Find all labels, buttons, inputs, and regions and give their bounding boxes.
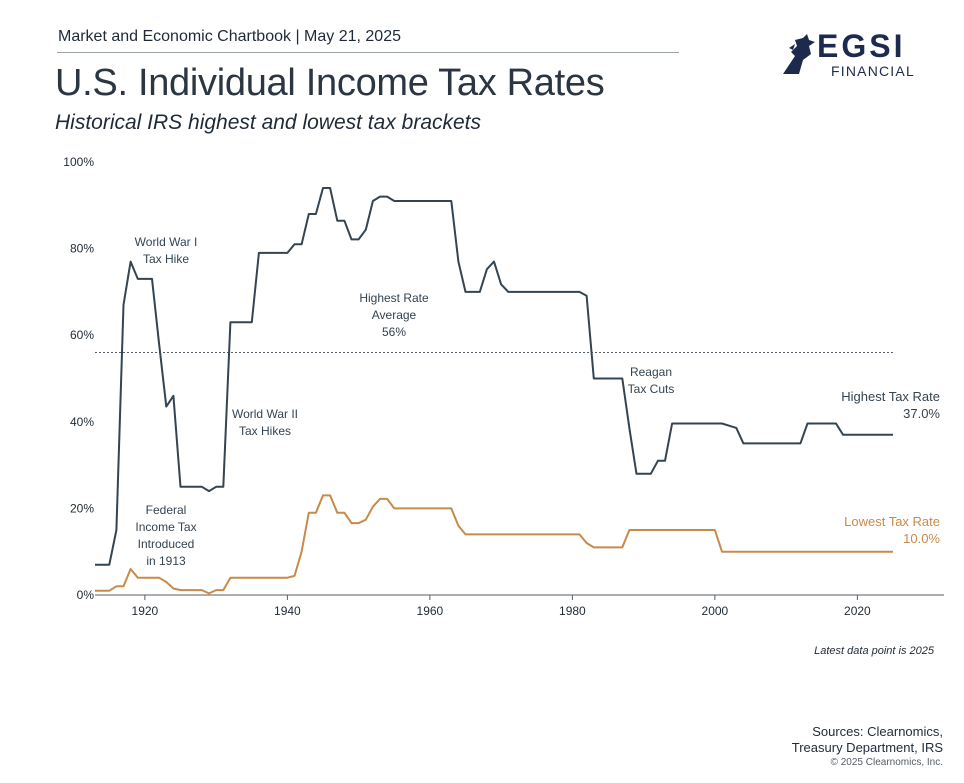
annotation-ww1: Tax Hike [143, 252, 189, 266]
sources-line-1: Sources: Clearnomics, [812, 724, 943, 739]
page-title: U.S. Individual Income Tax Rates [55, 62, 605, 104]
page-subtitle: Historical IRS highest and lowest tax br… [55, 111, 482, 134]
annotation-federal-income-tax: Introduced [138, 537, 195, 551]
annotation-ww1: World War I [135, 235, 198, 249]
sources-line-2: Treasury Department, IRS [791, 740, 943, 755]
annotation-ww2: Tax Hikes [239, 424, 291, 438]
annotation-federal-income-tax: in 1913 [146, 554, 186, 568]
annotation-reagan: Tax Cuts [628, 382, 675, 396]
y-axis-ticks: 0% 20% 40% 60% 80% 100% [63, 155, 94, 602]
annotation-reagan: Reagan [630, 365, 672, 379]
lowest-rate-label: 10.0% [903, 531, 940, 546]
highest-rate-label: Highest Tax Rate [841, 389, 940, 404]
logo-name: EGSI [817, 28, 906, 64]
annotation-average: 56% [382, 325, 406, 339]
annotation-federal-income-tax: Federal [146, 503, 187, 517]
annotation-ww2: World War II [232, 407, 298, 421]
annotation-federal-income-tax: Income Tax [135, 520, 196, 534]
x-tick-label: 1980 [559, 604, 586, 618]
y-tick-label: 20% [70, 501, 94, 515]
logo-subtitle: FINANCIAL [831, 63, 915, 79]
lowest-rate-label: Lowest Tax Rate [844, 514, 940, 529]
x-axis-ticks: 1920 1940 1960 1980 2000 2020 [132, 595, 871, 618]
y-tick-label: 60% [70, 328, 94, 342]
egsi-logo: EGSI FINANCIAL [781, 28, 933, 79]
highest-rate-line [95, 187, 893, 566]
chart-annotations: World War I Tax Hike World War II Tax Hikes… [135, 235, 941, 568]
x-tick-label: 1940 [274, 604, 301, 618]
x-tick-label: 2000 [702, 604, 729, 618]
y-tick-label: 0% [77, 588, 95, 602]
y-tick-label: 100% [63, 155, 94, 169]
lowest-rate-line [95, 494, 893, 595]
highest-rate-label: 37.0% [903, 406, 940, 421]
annotation-average: Highest Rate [359, 291, 429, 305]
y-tick-label: 40% [70, 415, 94, 429]
y-tick-label: 80% [70, 242, 94, 256]
header-divider [57, 52, 679, 53]
latest-data-note: Latest data point is 2025 [814, 645, 934, 657]
x-tick-label: 1960 [417, 604, 444, 618]
x-tick-label: 1920 [132, 604, 159, 618]
chartbook-date: Market and Economic Chartbook | May 21, … [58, 28, 401, 45]
annotation-average: Average [372, 308, 417, 322]
sources: Sources: Clearnomics, Treasury Departmen… [792, 724, 943, 756]
eagle-icon [783, 34, 815, 74]
x-tick-label: 2020 [844, 604, 871, 618]
copyright: © 2025 Clearnomics, Inc. [830, 757, 943, 768]
